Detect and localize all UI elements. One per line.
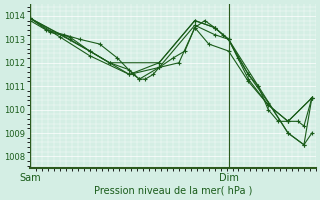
X-axis label: Pression niveau de la mer( hPa ): Pression niveau de la mer( hPa ) <box>94 186 252 196</box>
